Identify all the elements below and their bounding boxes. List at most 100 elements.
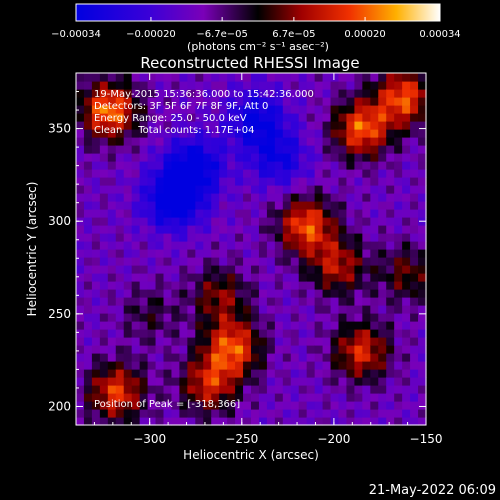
- heatmap-cell: [107, 409, 117, 418]
- heatmap-cell: [163, 185, 173, 194]
- heatmap-cell: [147, 385, 157, 394]
- heatmap-cell: [346, 193, 355, 202]
- heatmap-cell: [394, 113, 403, 122]
- heatmap-cell: [203, 369, 212, 378]
- heatmap-cell: [306, 177, 316, 186]
- heatmap-cell: [298, 105, 308, 114]
- heatmap-cell: [274, 145, 284, 154]
- heatmap-cell: [251, 369, 260, 378]
- heatmap-cell: [163, 89, 173, 98]
- heatmap-cell: [131, 137, 141, 146]
- heatmap-cell: [322, 105, 332, 114]
- heatmap-cell: [306, 145, 316, 154]
- heatmap-cell: [131, 169, 141, 178]
- heatmap-cell: [298, 385, 308, 394]
- heatmap-cell: [258, 369, 268, 378]
- heatmap-cell: [243, 345, 252, 354]
- heatmap-cell: [91, 89, 101, 98]
- heatmap-cell: [211, 129, 220, 138]
- heatmap-cell: [76, 337, 85, 346]
- heatmap-cell: [211, 345, 220, 354]
- heatmap-cell: [394, 321, 403, 330]
- heatmap-cell: [338, 201, 348, 210]
- heatmap-cell: [83, 81, 93, 90]
- heatmap-cell: [235, 137, 244, 146]
- heatmap-cell: [282, 369, 292, 378]
- heatmap-cell: [290, 281, 300, 290]
- heatmap-cell: [306, 105, 316, 114]
- heatmap-cell: [338, 289, 348, 298]
- heatmap-cell: [211, 137, 220, 146]
- heatmap-cell: [139, 401, 149, 410]
- heatmap-cell: [91, 409, 101, 418]
- heatmap-cell: [219, 89, 228, 98]
- heatmap-cell: [163, 105, 173, 114]
- heatmap-cell: [274, 177, 284, 186]
- heatmap-cell: [266, 233, 276, 242]
- heatmap-cell: [306, 169, 316, 178]
- heatmap-cell: [147, 401, 157, 410]
- heatmap-cell: [418, 113, 427, 122]
- heatmap-cell: [235, 417, 244, 426]
- heatmap-cell: [394, 217, 403, 226]
- heatmap-cell: [386, 377, 395, 386]
- heatmap-cell: [76, 257, 85, 266]
- y-tick-label: 200: [48, 399, 71, 413]
- heatmap-cell: [354, 393, 363, 402]
- heatmap-cell: [306, 217, 316, 226]
- heatmap-cell: [274, 193, 284, 202]
- heatmap-cell: [179, 73, 188, 82]
- heatmap-cell: [338, 145, 348, 154]
- heatmap-cell: [251, 89, 260, 98]
- heatmap-cell: [211, 313, 220, 322]
- heatmap-cell: [83, 369, 93, 378]
- heatmap-cell: [155, 361, 165, 370]
- heatmap-cell: [282, 105, 292, 114]
- heatmap-cell: [410, 185, 419, 194]
- heatmap-cell: [83, 233, 93, 242]
- heatmap-cell: [227, 361, 236, 370]
- heatmap-cell: [227, 97, 236, 106]
- heatmap-cell: [338, 257, 348, 266]
- heatmap-cell: [187, 289, 196, 298]
- heatmap-cell: [258, 305, 268, 314]
- heatmap-cell: [195, 305, 204, 314]
- timestamp: 21-May-2022 06:09: [368, 483, 496, 498]
- heatmap-cell: [402, 217, 411, 226]
- heatmap-cell: [354, 265, 363, 274]
- heatmap-cell: [187, 345, 196, 354]
- heatmap-cell: [362, 153, 371, 162]
- heatmap-cell: [251, 393, 260, 402]
- heatmap-cell: [258, 217, 268, 226]
- heatmap-cell: [139, 97, 149, 106]
- heatmap-cell: [274, 297, 284, 306]
- heatmap-cell: [99, 185, 109, 194]
- heatmap-cell: [370, 161, 379, 170]
- heatmap-cell: [243, 329, 252, 338]
- heatmap-cell: [282, 297, 292, 306]
- heatmap-cell: [131, 329, 141, 338]
- heatmap-cell: [410, 217, 419, 226]
- heatmap-cell: [107, 217, 117, 226]
- heatmap-cell: [314, 161, 324, 170]
- heatmap-cell: [76, 329, 85, 338]
- heatmap-cell: [338, 97, 348, 106]
- heatmap-cell: [227, 217, 236, 226]
- heatmap-cell: [298, 225, 308, 234]
- heatmap-cell: [171, 337, 180, 346]
- heatmap-cell: [314, 97, 324, 106]
- heatmap-cell: [402, 201, 411, 210]
- heatmap-cell: [418, 73, 427, 82]
- heatmap-cell: [235, 257, 244, 266]
- heatmap-cell: [139, 217, 149, 226]
- heatmap-cell: [266, 193, 276, 202]
- heatmap-cell: [76, 345, 85, 354]
- heatmap-cell: [76, 105, 85, 114]
- heatmap-cell: [258, 193, 268, 202]
- heatmap-cell: [131, 361, 141, 370]
- heatmap-cell: [99, 129, 109, 138]
- heatmap-cell: [139, 273, 149, 282]
- heatmap-cell: [258, 393, 268, 402]
- heatmap-cell: [290, 257, 300, 266]
- heatmap-cell: [354, 273, 363, 282]
